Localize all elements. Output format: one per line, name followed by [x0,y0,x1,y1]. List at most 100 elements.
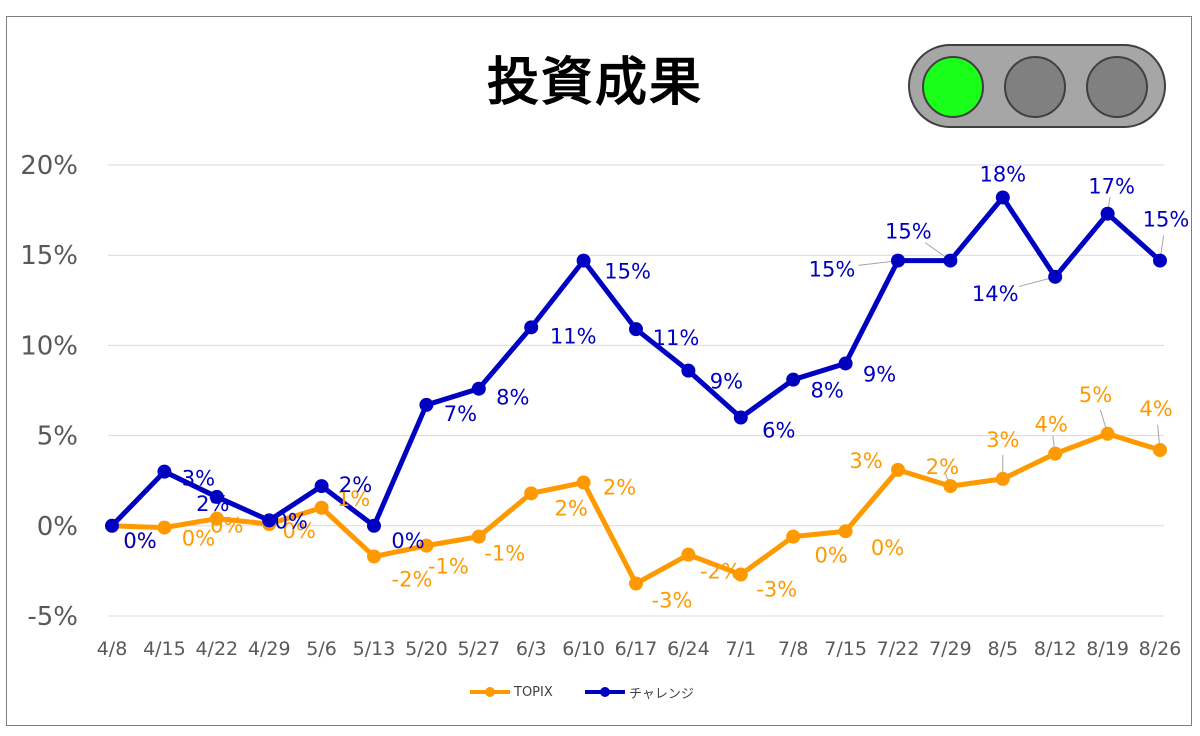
data-label-topix: 2% [555,496,588,520]
data-point-topix [786,529,801,544]
data-label-topix: -3% [756,578,797,602]
signal-lamp-middle [1004,56,1066,118]
x-tick-label: 5/6 [306,638,337,660]
legend-item-challenge: チャレンジ [585,682,694,702]
x-tick-label: 7/22 [877,638,920,660]
data-label-challenge: 2% [196,492,229,516]
x-tick-label: 6/24 [667,638,710,660]
data-point-challenge [943,253,958,268]
data-label-challenge: 15% [1143,208,1190,232]
x-tick-label: 8/26 [1139,638,1182,660]
data-point-topix [367,549,381,564]
x-tick-label: 4/22 [195,638,238,660]
data-point-challenge [629,322,643,337]
y-tick-label: 15% [20,241,78,271]
data-label-topix: 0% [871,536,904,560]
x-tick-label: 4/15 [143,638,186,660]
data-labels: 0% 0%0% 0%1%-2%-1%-1%2%2%-3%-2%-3%0% 0%3% 2%… [123,162,1189,612]
data-label-topix: 0% [210,514,243,538]
data-label-challenge: 0% [391,529,424,553]
y-tick-label: 20% [20,151,78,181]
data-label-topix: -3% [652,589,693,613]
y-axis-ticks: 20% 15% 10% 5% 0% -5% [20,151,78,632]
data-label-challenge: 17% [1088,175,1135,199]
data-point-topix [314,500,329,515]
data-point-topix [943,479,958,494]
data-label-topix: 2% [926,455,959,479]
x-tick-label: 8/12 [1034,638,1077,660]
data-point-challenge [576,253,591,268]
data-point-challenge [838,356,853,371]
data-label-challenge: 11% [653,326,700,350]
data-label-challenge: 9% [710,370,743,394]
data-point-topix [157,520,172,535]
x-tick-label: 7/8 [778,638,809,660]
data-point-topix [471,529,486,544]
data-point-topix [681,547,696,562]
chart-frame [6,16,1192,726]
data-label-challenge: 0% [275,509,308,533]
x-tick-label: 7/15 [824,638,867,660]
data-label-challenge: 2% [339,473,372,497]
x-tick-label: 6/17 [615,638,658,660]
x-axis-ticks: 4/8 4/15 4/22 4/29 5/6 5/13 5/20 5/27 6/3 6/10 6/1… [97,638,1182,660]
data-label-challenge: 11% [550,324,597,348]
data-label-challenge: 0% [123,529,156,553]
data-point-challenge [1100,206,1115,221]
data-point-challenge [891,253,905,268]
x-tick-label: 4/8 [97,638,128,660]
signal-lamp-right [1086,56,1148,118]
y-tick-label: 5% [37,422,78,452]
data-point-topix [838,524,853,539]
data-point-topix [419,538,434,553]
data-point-challenge [209,489,224,504]
legend-swatch-challenge [585,682,625,702]
x-tick-label: 6/3 [516,638,547,660]
data-label-challenge: 14% [972,282,1019,306]
data-label-challenge: 9% [863,362,896,386]
data-point-challenge [1153,253,1167,268]
data-label-topix: 3% [849,449,882,473]
x-tick-label: 5/27 [457,638,500,660]
legend-label-challenge: チャレンジ [629,686,694,702]
series-lines [105,190,1167,591]
data-label-topix: 0% [815,544,848,568]
data-point-challenge [733,410,748,425]
data-label-topix: 1% [337,487,370,511]
data-point-challenge [995,190,1010,205]
data-label-topix: 4% [1035,413,1068,437]
signal-lamp-green [922,56,984,118]
data-label-topix: 0% [283,519,316,543]
data-point-topix [1153,443,1167,458]
data-label-challenge: 7% [444,402,477,426]
data-label-challenge: 18% [979,162,1026,186]
gridlines [108,164,1164,617]
data-label-topix: 0% [123,529,156,553]
data-label-topix: 0% [182,527,215,551]
data-point-topix [733,567,748,582]
data-label-topix: 3% [986,428,1019,452]
x-tick-label: 7/29 [929,638,972,660]
data-point-challenge [1048,269,1063,284]
x-tick-label: 6/10 [562,638,605,660]
data-point-challenge [786,372,801,387]
data-point-challenge [524,320,539,335]
legend-swatch-topix [470,682,510,702]
data-label-challenge: 15% [604,260,651,284]
data-point-challenge [157,464,172,479]
data-label-topix: -2% [392,567,433,591]
data-point-topix [576,475,591,490]
data-label-challenge: 8% [496,386,529,410]
data-label-challenge: 8% [811,379,844,403]
x-tick-label: 7/1 [726,638,757,660]
x-tick-label: 5/13 [353,638,396,660]
data-point-topix [524,486,539,501]
x-tick-label: 5/20 [405,638,448,660]
x-tick-label: 4/29 [248,638,291,660]
data-point-challenge [471,381,486,396]
y-tick-label: 0% [37,512,78,542]
data-point-topix [629,576,643,591]
data-point-challenge [419,397,434,412]
data-label-topix: -1% [428,555,469,579]
